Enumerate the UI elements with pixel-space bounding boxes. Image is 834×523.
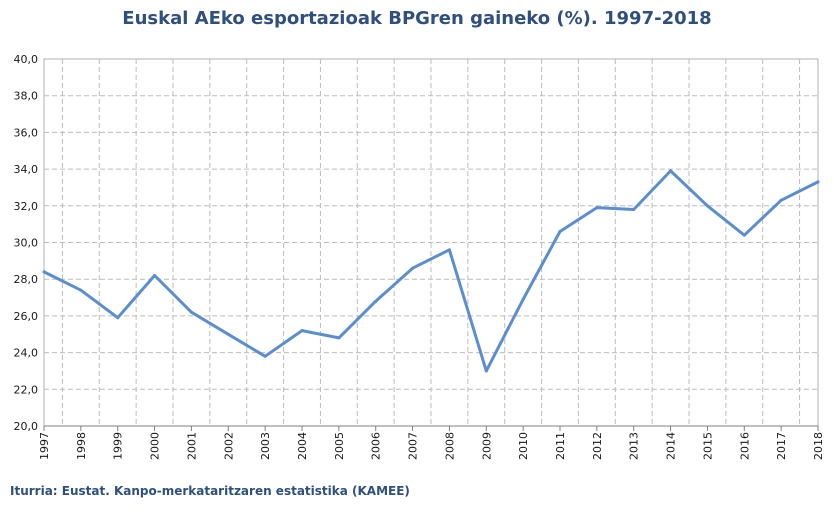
x-tick-label: 2012 <box>591 432 604 460</box>
chart-title: Euskal AEko esportazioak BPGren gaineko … <box>122 8 712 29</box>
y-tick-label: 22,0 <box>14 383 39 396</box>
x-tick-label: 2003 <box>259 432 272 460</box>
data-point <box>816 180 820 184</box>
x-tick-label: 2000 <box>149 432 162 460</box>
y-tick-label: 40,0 <box>14 53 39 66</box>
data-point <box>595 206 599 210</box>
data-point <box>632 207 636 211</box>
y-tick-label: 34,0 <box>14 163 39 176</box>
data-point <box>79 288 83 292</box>
data-point <box>484 369 488 373</box>
data-point <box>153 274 157 278</box>
x-tick-label: 2013 <box>628 432 641 460</box>
data-point <box>742 233 746 237</box>
data-point <box>521 297 525 301</box>
x-tick-label: 2011 <box>554 432 567 460</box>
x-tick-label: 1998 <box>75 432 88 460</box>
data-point <box>558 229 562 233</box>
data-point <box>374 299 378 303</box>
x-tick-label: 2007 <box>407 432 420 460</box>
y-tick-label: 24,0 <box>14 347 39 360</box>
x-tick-label: 2001 <box>185 432 198 460</box>
x-tick-label: 2015 <box>701 432 714 460</box>
x-tick-label: 1999 <box>112 432 125 460</box>
x-tick-label: 2009 <box>480 432 493 460</box>
x-tick-label: 2006 <box>370 432 383 460</box>
source-note: Iturria: Eustat. Kanpo-merkataritzaren e… <box>10 484 410 498</box>
x-tick-label: 2008 <box>443 432 456 460</box>
data-point <box>705 204 709 208</box>
x-tick-label: 2010 <box>517 432 530 460</box>
x-tick-label: 2016 <box>738 432 751 460</box>
x-tick-label: 2005 <box>333 432 346 460</box>
data-point <box>226 332 230 336</box>
data-point <box>447 248 451 252</box>
data-point <box>189 310 193 314</box>
x-tick-label: 2004 <box>296 432 309 460</box>
data-point <box>42 270 46 274</box>
data-point <box>337 336 341 340</box>
series-line <box>42 169 820 373</box>
x-tick-label: 1997 <box>38 432 51 460</box>
x-tick-label: 2018 <box>812 432 825 460</box>
y-tick-label: 38,0 <box>14 90 39 103</box>
data-point <box>116 316 120 320</box>
x-tick-label: 2002 <box>222 432 235 460</box>
x-tick-label: 2017 <box>775 432 788 460</box>
data-point <box>669 169 673 173</box>
y-tick-label: 36,0 <box>14 126 39 139</box>
data-point <box>263 354 267 358</box>
y-tick-label: 32,0 <box>14 200 39 213</box>
y-tick-label: 20,0 <box>14 420 39 433</box>
y-tick-label: 26,0 <box>14 310 39 323</box>
data-point <box>779 198 783 202</box>
data-point <box>411 266 415 270</box>
y-tick-label: 30,0 <box>14 237 39 250</box>
data-point <box>300 329 304 333</box>
x-tick-label: 2014 <box>665 432 678 460</box>
y-tick-label: 28,0 <box>14 273 39 286</box>
